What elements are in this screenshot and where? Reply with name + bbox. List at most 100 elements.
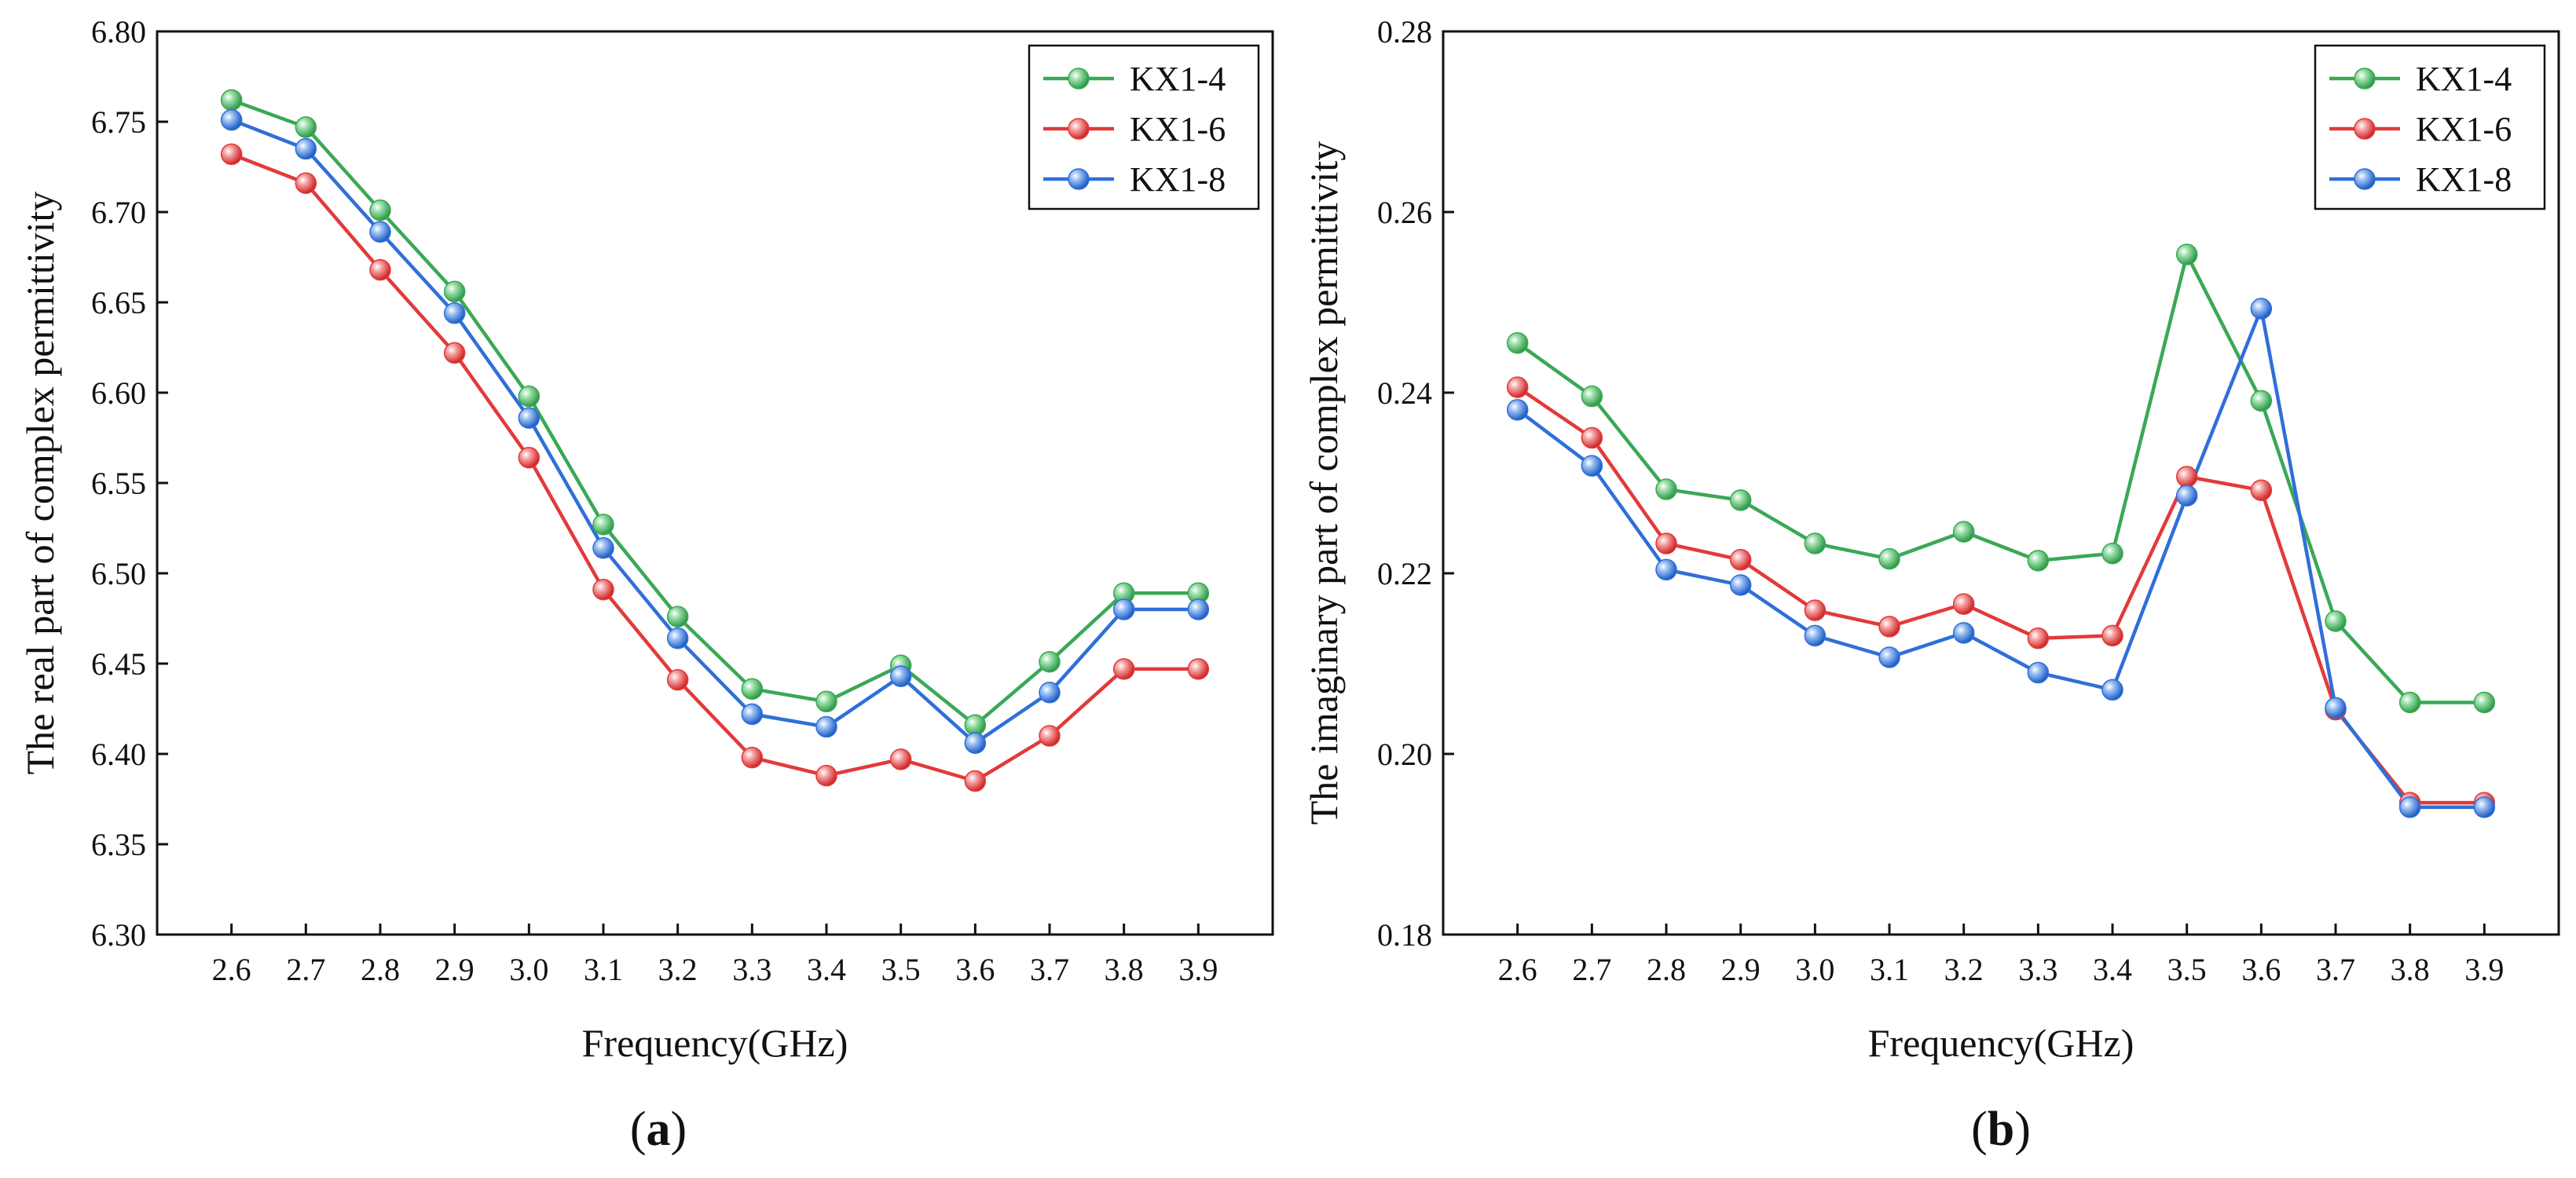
data-point-kx1-4: [1804, 532, 1827, 554]
x-tick-label-a: 3.1: [584, 952, 623, 987]
data-point-kx1-4: [369, 199, 391, 221]
data-point-kx1-4: [2398, 691, 2421, 714]
data-point-kx1-6: [815, 764, 837, 787]
series-line-kx1-4: [1516, 252, 2485, 704]
data-point-kx1-8: [1655, 558, 1677, 581]
x-tick-label-b: 2.9: [1721, 952, 1761, 987]
data-point-kx1-6: [889, 748, 912, 770]
data-point-kx1-8: [2175, 485, 2198, 507]
panel-letter-b: b: [1988, 1103, 2014, 1156]
data-point-kx1-8: [1187, 598, 1210, 620]
data-point-kx1-4: [443, 280, 466, 302]
data-point-kx1-8: [964, 732, 987, 754]
y-tick-label-a: 6.80: [91, 14, 146, 49]
data-point-kx1-6: [2027, 627, 2050, 649]
data-point-kx1-6: [295, 172, 317, 194]
series-line-kx1-6: [1516, 386, 2485, 805]
data-point-kx1-6: [220, 143, 243, 166]
data-point-kx1-6: [1952, 593, 1975, 615]
legend-label-kx1-8: KX1-8: [1130, 160, 1226, 199]
legend-label-kx1-4: KX1-4: [1130, 60, 1226, 98]
x-tick-label-a: 3.4: [807, 952, 846, 987]
legend-marker-kx1-6: [2354, 118, 2376, 140]
legend-label-kx1-6: KX1-6: [1130, 110, 1226, 148]
data-point-kx1-4: [2027, 550, 2050, 572]
y-tick-label-b: 0.26: [1377, 195, 1432, 230]
data-point-kx1-8: [666, 627, 689, 649]
data-point-kx1-6: [1506, 376, 1529, 398]
y-axis-title-a: The real part of complex permittivity: [18, 192, 62, 775]
x-tick-label-b: 3.3: [2018, 952, 2058, 987]
x-tick-label-b: 3.4: [2093, 952, 2132, 987]
y-tick-label-a: 6.55: [91, 466, 146, 501]
x-tick-label-b: 3.6: [2241, 952, 2281, 987]
data-point-kx1-4: [1952, 521, 1975, 543]
legend-label-kx1-4: KX1-4: [2416, 60, 2512, 98]
legend-label-kx1-8: KX1-8: [2416, 160, 2512, 199]
legend-marker-kx1-8: [1068, 168, 1090, 190]
x-tick-label-a: 2.9: [435, 952, 475, 987]
series-line-kx1-8: [230, 118, 1199, 745]
data-point-kx1-4: [2325, 610, 2347, 632]
legend-marker-kx1-4: [1068, 68, 1090, 90]
data-point-kx1-4: [220, 89, 243, 112]
y-tick-label-a: 6.45: [91, 646, 146, 682]
data-point-kx1-8: [2398, 796, 2421, 818]
x-tick-label-a: 3.3: [732, 952, 771, 987]
series-line-kx1-4: [230, 98, 1199, 727]
y-tick-label-a: 6.40: [91, 737, 146, 772]
data-point-kx1-8: [1039, 682, 1061, 704]
legend-a: KX1-4 KX1-6 KX1-8: [1028, 44, 1260, 210]
data-point-kx1-4: [2175, 243, 2198, 265]
y-tick-label-b: 0.22: [1377, 556, 1432, 591]
chart-panel-a: 6.30 6.35 6.40 6.45 6.50 6.55 6.60 6.65 6.70 6.75…: [18, 14, 1274, 1156]
chart-panel-b: 0.18 0.20 0.22 0.24 0.26 0.28 2.6 2.7 2.8 2.9 3.0 3…: [1302, 14, 2560, 1156]
data-point-kx1-4: [1039, 650, 1061, 673]
y-tick-label-a: 6.70: [91, 195, 146, 230]
legend-b: KX1-4 KX1-6 KX1-8: [2314, 44, 2546, 210]
y-tick-label-b: 0.28: [1377, 14, 1432, 49]
data-point-kx1-6: [592, 578, 614, 601]
data-point-kx1-8: [369, 221, 391, 243]
series-layer-b: [1506, 243, 2496, 818]
data-point-kx1-6: [2175, 466, 2198, 488]
data-point-kx1-6: [2101, 624, 2123, 647]
y-tick-label-a: 6.75: [91, 104, 146, 140]
x-tick-label-a: 2.8: [361, 952, 400, 987]
x-tick-label-a: 3.0: [509, 952, 548, 987]
legend-marker-kx1-4: [2354, 68, 2376, 90]
data-point-kx1-8: [889, 665, 912, 687]
legend-marker-kx1-6: [1068, 118, 1090, 140]
data-point-kx1-8: [220, 108, 243, 131]
y-tick-label-a: 6.65: [91, 285, 146, 320]
x-tick-label-b: 3.9: [2464, 952, 2504, 987]
y-tick-label-a: 6.35: [91, 827, 146, 862]
data-point-kx1-6: [2250, 479, 2273, 501]
data-point-kx1-4: [1878, 547, 1900, 570]
data-point-kx1-8: [741, 703, 764, 726]
data-point-kx1-8: [2250, 298, 2273, 320]
panel-label-b: (b): [1971, 1103, 2031, 1156]
data-point-kx1-6: [1039, 725, 1061, 747]
data-point-kx1-6: [741, 746, 764, 769]
data-point-kx1-8: [1878, 646, 1900, 668]
data-point-kx1-4: [518, 385, 540, 408]
data-point-kx1-6: [666, 668, 689, 691]
data-point-kx1-6: [1804, 599, 1827, 621]
data-point-kx1-8: [592, 537, 614, 559]
data-point-kx1-4: [2101, 542, 2123, 565]
data-point-kx1-8: [295, 137, 317, 160]
legend-marker-kx1-8: [2354, 168, 2376, 190]
legend-label-kx1-6: KX1-6: [2416, 110, 2512, 148]
data-point-kx1-8: [1506, 399, 1529, 421]
data-point-kx1-6: [443, 342, 466, 364]
data-point-kx1-4: [815, 690, 837, 713]
data-point-kx1-6: [1729, 549, 1752, 571]
y-tick-label-a: 6.60: [91, 375, 146, 411]
x-tick-label-b: 3.5: [2167, 952, 2207, 987]
x-tick-label-a: 3.7: [1030, 952, 1069, 987]
data-point-kx1-8: [1581, 455, 1603, 477]
x-tick-label-b: 2.8: [1647, 952, 1686, 987]
x-tick-label-a: 3.2: [658, 952, 698, 987]
